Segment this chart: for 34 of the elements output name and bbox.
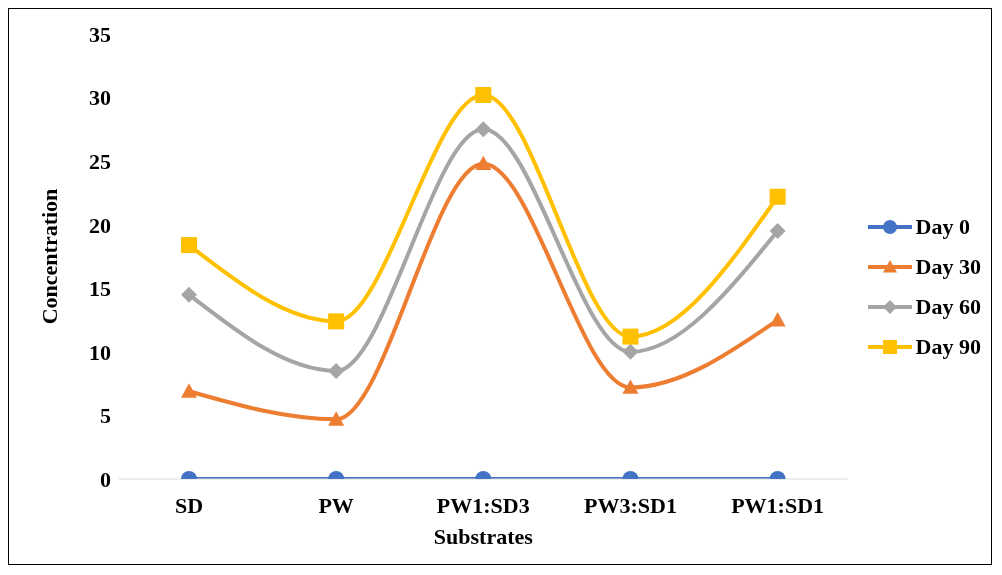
y-tick-label: 35 [89, 21, 111, 47]
point [622, 379, 639, 394]
legend-label: Day 90 [915, 333, 981, 360]
y-tick-label: 25 [89, 148, 111, 174]
point [769, 188, 786, 205]
point [328, 362, 345, 379]
point [622, 328, 639, 345]
point [181, 237, 197, 254]
x-axis-title: Substrates [433, 524, 534, 549]
point [475, 121, 492, 138]
y-tick-label: 5 [100, 403, 111, 429]
x-tick-label: SD [174, 492, 204, 518]
x-tick-label: PW1:SD1 [731, 492, 825, 518]
legend-label: Day 60 [915, 293, 981, 320]
point [622, 343, 639, 360]
y-tick-label: 20 [89, 212, 111, 238]
y-tick-label: 15 [89, 276, 111, 302]
point [181, 383, 197, 398]
y-tick-label: 0 [100, 466, 111, 492]
y-tick-label: 10 [89, 339, 111, 365]
x-tick-label: PW3:SD1 [584, 492, 677, 518]
point [475, 155, 492, 171]
point [769, 312, 786, 327]
legend-label: Day 0 [915, 213, 970, 240]
point [181, 286, 197, 303]
point [769, 223, 786, 240]
y-tick-label: 30 [89, 85, 111, 111]
point [475, 87, 492, 104]
point [328, 411, 345, 426]
legend-label: Day 30 [915, 253, 981, 280]
x-tick-label: PW [318, 492, 354, 518]
x-tick-label: PW1:SD3 [436, 492, 530, 518]
y-axis-title: Concentration [36, 188, 62, 325]
point [328, 313, 345, 330]
